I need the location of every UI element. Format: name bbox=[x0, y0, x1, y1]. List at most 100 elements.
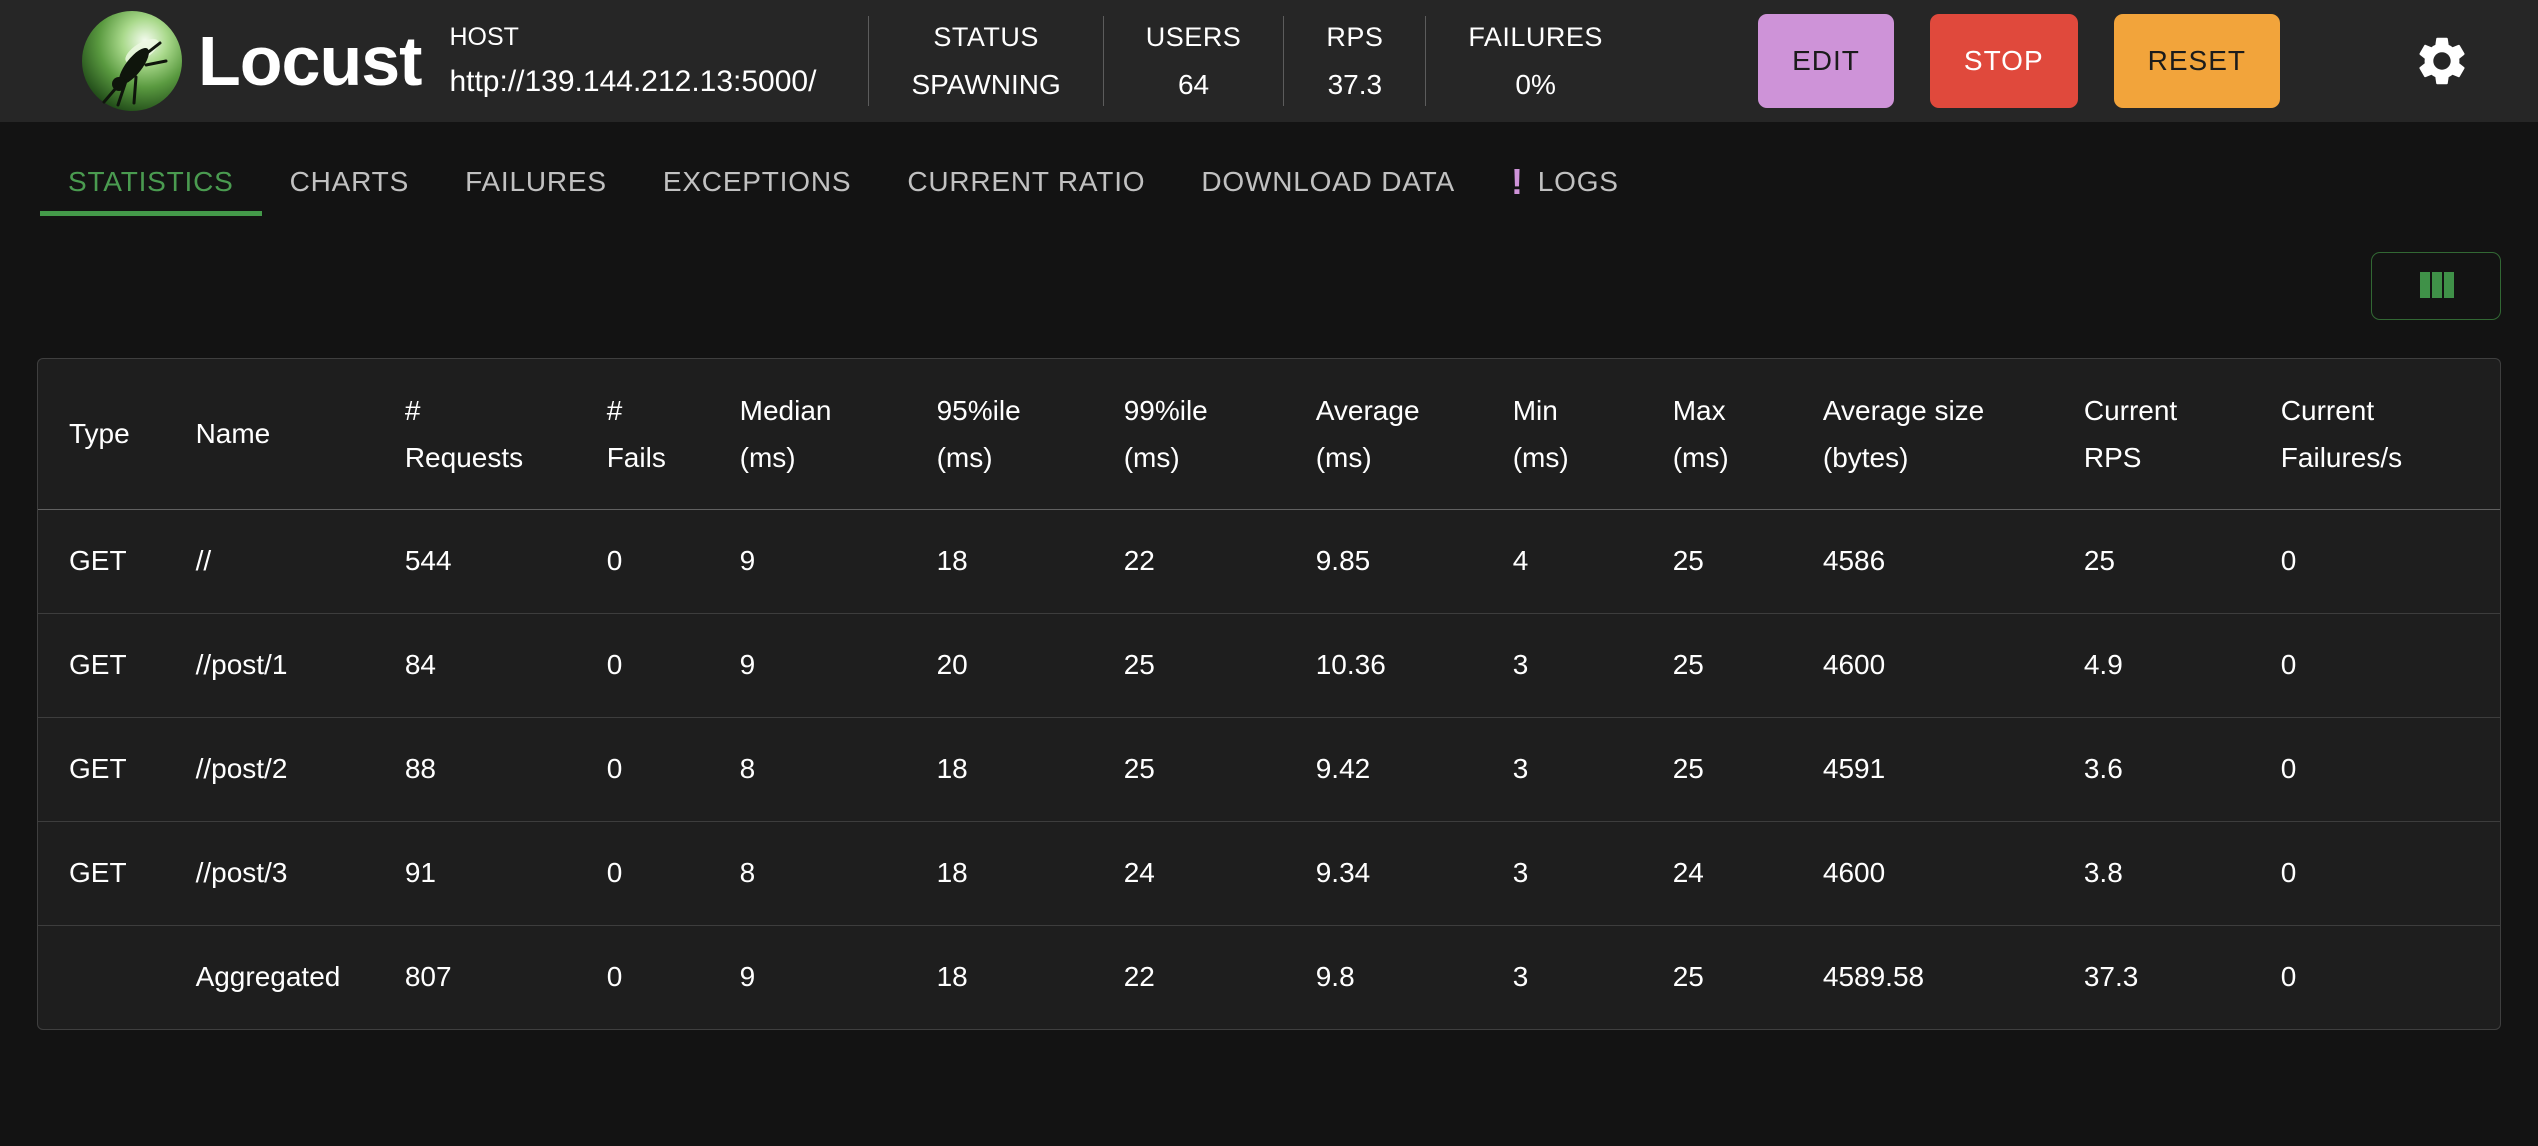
cell: 544 bbox=[404, 545, 452, 576]
col-avg-size[interactable]: Average size (bytes) bbox=[1822, 359, 2084, 510]
cell: 0 bbox=[2280, 716, 2500, 821]
stat-rps: RPS 37.3 bbox=[1283, 16, 1425, 106]
stop-button[interactable]: STOP bbox=[1929, 14, 2078, 108]
cell: //post/2 bbox=[195, 716, 405, 821]
table-row-aggregated: Aggregated 807 0 9 18 22 9.8 3 25 4589.5… bbox=[38, 924, 2500, 1029]
stat-label: RPS bbox=[1326, 21, 1384, 52]
table-toolbar bbox=[37, 252, 2501, 320]
cell: GET bbox=[38, 820, 196, 925]
stat-status: STATUS SPAWNING bbox=[868, 16, 1102, 106]
col-max[interactable]: Max (ms) bbox=[1672, 359, 1823, 510]
cell: Aggregated bbox=[195, 924, 405, 1029]
cell: 18 bbox=[936, 545, 968, 576]
cell: 9 bbox=[739, 545, 756, 576]
gear-icon bbox=[2419, 37, 2465, 85]
cell: 8 bbox=[739, 716, 937, 821]
edit-button[interactable]: EDIT bbox=[1758, 14, 1894, 108]
stat-label: FAILURES bbox=[1468, 21, 1603, 52]
col-fails[interactable]: # Fails bbox=[606, 359, 740, 510]
cell: 0 bbox=[2280, 612, 2500, 717]
cell: 4591 bbox=[1822, 716, 2084, 821]
locust-logo-icon bbox=[82, 11, 182, 111]
cell: 807 bbox=[404, 924, 607, 1029]
col-name[interactable]: Name bbox=[195, 359, 405, 510]
cell: 3 bbox=[1512, 924, 1673, 1029]
cell: 25 bbox=[1672, 612, 1823, 717]
tab-statistics[interactable]: STATISTICS bbox=[40, 148, 262, 216]
cell: 25 bbox=[1672, 716, 1823, 821]
tab-label: EXCEPTIONS bbox=[662, 166, 852, 197]
stat-value: 37.3 bbox=[1327, 68, 1383, 100]
cell: //post/3 bbox=[195, 820, 405, 925]
tab-logs[interactable]: ! LOGS bbox=[1483, 148, 1647, 216]
tab-download-data[interactable]: DOWNLOAD DATA bbox=[1173, 148, 1483, 216]
tab-failures[interactable]: FAILURES bbox=[437, 148, 635, 216]
table-row: GET //post/1 84 0 9 20 25 10.36 3 25 460… bbox=[38, 612, 2500, 717]
cell: 25 bbox=[2083, 545, 2115, 576]
cell: 0 bbox=[2280, 545, 2297, 576]
stat-failures: FAILURES 0% bbox=[1425, 16, 1645, 106]
table-row: GET // 544 0 9 18 22 9.85 4 25 4586 25 0 bbox=[38, 509, 2500, 613]
host-label: HOST bbox=[449, 23, 519, 51]
tab-label: LOGS bbox=[1537, 166, 1619, 197]
cell: 0 bbox=[2280, 820, 2500, 925]
header-bar: Locust HOST http://139.144.212.13:5000/ … bbox=[0, 0, 2538, 122]
host-info: HOST http://139.144.212.13:5000/ bbox=[449, 15, 816, 107]
tab-current-ratio[interactable]: CURRENT RATIO bbox=[879, 148, 1173, 216]
cell: 22 bbox=[1123, 924, 1316, 1029]
cell: 0 bbox=[2280, 924, 2500, 1029]
cell: GET bbox=[38, 716, 196, 821]
col-requests[interactable]: # Requests bbox=[404, 359, 607, 510]
cell: 25 bbox=[1672, 924, 1823, 1029]
col-current-failures[interactable]: Current Failures/s bbox=[2280, 359, 2500, 510]
cell: 0 bbox=[606, 924, 740, 1029]
tab-label: STATISTICS bbox=[68, 166, 234, 197]
tab-label: DOWNLOAD DATA bbox=[1201, 166, 1455, 197]
stat-value: SPAWNING bbox=[911, 68, 1061, 100]
statistics-table: Type Name # Requests # Fails Median (ms) 95… bbox=[38, 359, 2500, 1029]
cell: 4589.58 bbox=[1822, 924, 2084, 1029]
col-type[interactable]: Type bbox=[38, 359, 196, 510]
stat-value: 64 bbox=[1177, 68, 1210, 100]
header-stats: STATUS SPAWNING USERS 64 RPS 37.3 FAILUR… bbox=[868, 16, 1644, 106]
cell: 25 bbox=[1672, 545, 1704, 576]
host-url: http://139.144.212.13:5000/ bbox=[449, 65, 817, 98]
cell: 88 bbox=[404, 716, 607, 821]
column-selector-button[interactable] bbox=[2371, 252, 2501, 320]
settings-button[interactable] bbox=[2412, 31, 2472, 91]
cell bbox=[38, 924, 196, 1029]
cell: 3.6 bbox=[2083, 716, 2281, 821]
tab-label: FAILURES bbox=[465, 166, 607, 197]
cell: 0 bbox=[606, 716, 740, 821]
col-99ile[interactable]: 99%ile (ms) bbox=[1123, 359, 1316, 510]
cell: 10.36 bbox=[1315, 612, 1513, 717]
cell: 24 bbox=[1123, 820, 1316, 925]
table-header-row: Type Name # Requests # Fails Median (ms) 95… bbox=[38, 359, 2500, 510]
col-median[interactable]: Median (ms) bbox=[739, 359, 937, 510]
col-average[interactable]: Average (ms) bbox=[1315, 359, 1513, 510]
cell: 9.34 bbox=[1315, 820, 1513, 925]
stat-label: USERS bbox=[1145, 21, 1242, 52]
cell: 18 bbox=[936, 820, 1124, 925]
cell: 9 bbox=[739, 612, 937, 717]
cell: 22 bbox=[1123, 545, 1155, 576]
stat-value: 0% bbox=[1515, 68, 1556, 100]
cell: GET bbox=[38, 612, 196, 717]
table-row: GET //post/2 88 0 8 18 25 9.42 3 25 4591… bbox=[38, 716, 2500, 821]
cell: 9 bbox=[739, 924, 937, 1029]
col-min[interactable]: Min (ms) bbox=[1512, 359, 1673, 510]
cell: 37.3 bbox=[2083, 924, 2281, 1029]
cell: 8 bbox=[739, 820, 937, 925]
cell: 0 bbox=[606, 820, 740, 925]
col-current-rps[interactable]: Current RPS bbox=[2083, 359, 2281, 510]
col-95ile[interactable]: 95%ile (ms) bbox=[936, 359, 1124, 510]
app-title: Locust bbox=[198, 22, 422, 100]
cell: 25 bbox=[1123, 716, 1316, 821]
cell: 84 bbox=[404, 612, 607, 717]
tab-exceptions[interactable]: EXCEPTIONS bbox=[635, 148, 879, 216]
reset-button[interactable]: RESET bbox=[2113, 14, 2280, 108]
header-actions: EDIT STOP RESET bbox=[1758, 14, 2472, 108]
cell: 3 bbox=[1512, 716, 1673, 821]
tab-charts[interactable]: CHARTS bbox=[262, 148, 437, 216]
